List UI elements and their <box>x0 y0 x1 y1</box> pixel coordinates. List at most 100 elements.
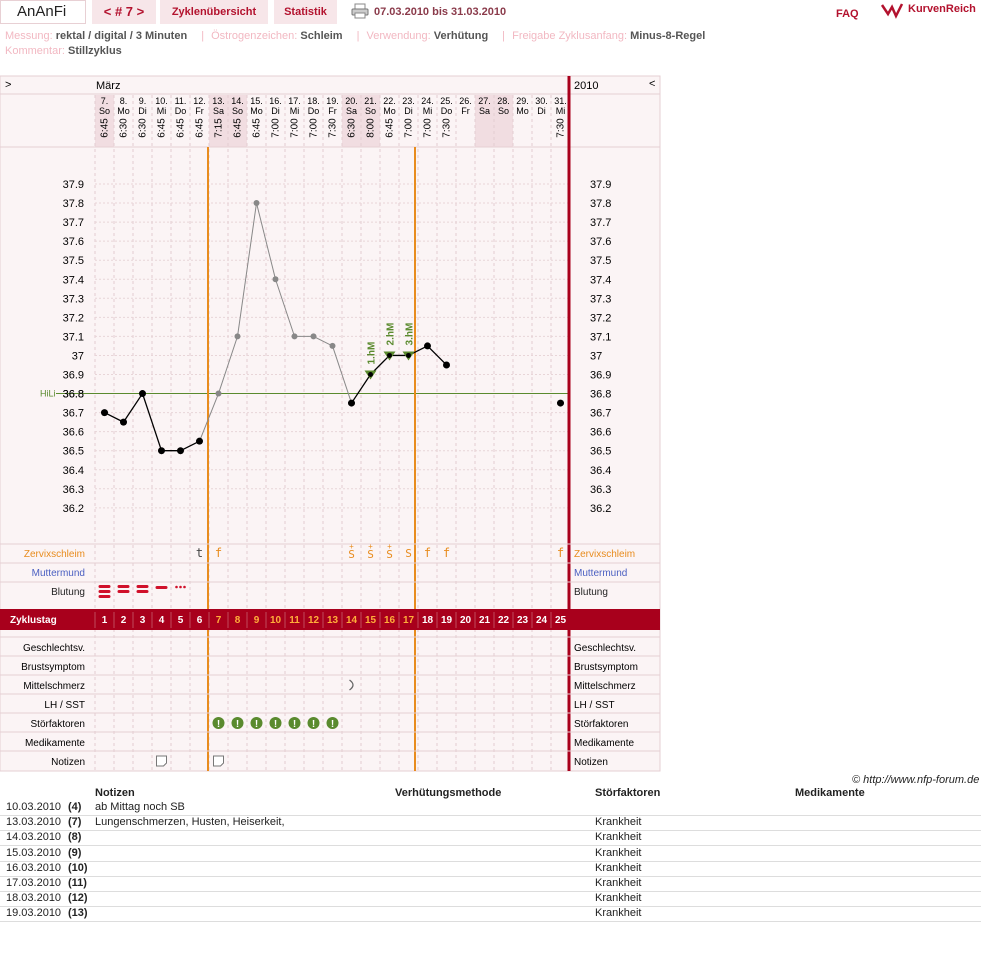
y-tick-left: 37.4 <box>63 274 84 286</box>
day-number: 27. <box>478 96 491 106</box>
notes-row: 14.03.2010 (8) Krankheit <box>0 830 981 847</box>
meta-label: Freigabe Zyklusanfang: <box>512 30 628 42</box>
cycle-day-number: 8 <box>235 615 241 626</box>
weekend-shade <box>475 95 494 147</box>
row-label-right: Medikamente <box>574 738 634 749</box>
row-label-left: Zervixschleim <box>24 549 85 560</box>
disturbance-icon <box>269 717 282 729</box>
day-number: 16. <box>269 96 282 106</box>
weekday-label: So <box>498 106 509 116</box>
cervix-symbol: f <box>215 546 222 560</box>
note-date: 17.03.2010 <box>6 877 62 889</box>
notes-row: 15.03.2010 (9) Krankheit <box>0 846 981 862</box>
temp-curve-segment <box>218 336 238 394</box>
note-disturbance: Krankheit <box>595 907 642 920</box>
row-label-right: Notizen <box>574 757 608 768</box>
cervix-symbol: f <box>443 546 450 560</box>
measure-time: 7:00 <box>404 118 415 138</box>
cycle-day-number: 23 <box>517 615 529 626</box>
note-disturbance: Krankheit <box>595 846 642 859</box>
y-tick-right: 36.4 <box>590 465 611 477</box>
weekday-label: Di <box>271 106 280 116</box>
curve-logo-icon[interactable] <box>880 2 904 20</box>
tab-cycle-overview[interactable]: Zyklenübersicht <box>160 0 268 24</box>
meta-label: Verwendung: <box>366 30 431 42</box>
notes-row: 10.03.2010 (4) ab Mittag noch SB <box>0 800 981 816</box>
cycle-day-number: 16 <box>384 615 396 626</box>
measure-time: 6:45 <box>252 118 263 138</box>
day-number: 23. <box>402 96 415 106</box>
weekday-label: Di <box>537 106 546 116</box>
bleeding-mark <box>155 586 168 589</box>
y-tick-right: 37.9 <box>590 179 611 191</box>
note-date: 16.03.2010 <box>6 861 62 874</box>
notes-header: Notizen <box>95 787 135 799</box>
cycle-day-number: 3 <box>140 615 146 626</box>
weekday-label: Fr <box>195 106 204 116</box>
nav-next-button[interactable]: < <box>649 78 655 90</box>
cervix-symbol: S <box>405 547 412 560</box>
disturbance-icon <box>307 717 320 729</box>
disturbance-icon <box>288 717 301 729</box>
row-label-right: Mittelschmerz <box>574 681 636 692</box>
nav-prev-button[interactable]: > <box>5 79 11 91</box>
cycle-day-number: 1 <box>102 615 108 626</box>
weekday-label: So <box>232 106 243 116</box>
stoerfaktoren-header: Störfaktoren <box>595 787 661 799</box>
y-tick-left: 37 <box>72 350 84 362</box>
site-name[interactable]: KurvenReich <box>908 3 976 15</box>
tab-statistics[interactable]: Statistik <box>274 0 337 24</box>
measure-time: 6:30 <box>138 118 149 138</box>
temp-point <box>443 361 450 369</box>
year-label: 2010 <box>574 80 598 92</box>
y-tick-right: 36.3 <box>590 484 611 496</box>
weekday-label: Sa <box>213 106 224 116</box>
day-number: 25. <box>440 96 453 106</box>
cycle-day-number: 14 <box>346 615 358 626</box>
temp-point <box>120 418 127 426</box>
cycle-day-number: 4 <box>159 615 165 626</box>
faq-link[interactable]: FAQ <box>836 8 859 20</box>
disturbance-icon-mark: ! <box>217 719 220 730</box>
y-tick-left: 36.6 <box>63 427 84 439</box>
note-icon[interactable] <box>156 755 167 767</box>
cycle-day-number: 21 <box>479 615 491 626</box>
row-label-right: Zervixschleim <box>574 549 635 560</box>
meta-value: Schleim <box>300 30 343 42</box>
temp-point <box>387 352 392 358</box>
note-date: 18.03.2010 <box>6 892 62 905</box>
weekday-label: Do <box>308 106 320 116</box>
temp-curve-segment <box>104 412 124 423</box>
note-date: 15.03.2010 <box>6 846 62 859</box>
note-date: 14.03.2010 <box>6 831 62 844</box>
y-tick-right: 37.7 <box>590 217 611 229</box>
cycle-nav[interactable]: < # 7 > <box>92 0 156 24</box>
measure-time: 6:45 <box>233 118 244 138</box>
y-tick-right: 37.4 <box>590 274 611 286</box>
measure-time: 6:45 <box>195 118 206 138</box>
note-icon[interactable] <box>213 755 224 767</box>
printer-icon[interactable] <box>351 3 369 19</box>
temp-curve-segment <box>350 374 372 404</box>
row-label-left: Muttermund <box>32 568 85 579</box>
row-label-left: LH / SST <box>44 700 85 711</box>
y-tick-right: 36.2 <box>590 503 611 515</box>
hm-label: 1.hM <box>367 342 378 365</box>
row-label-right: Brustsymptom <box>574 662 638 673</box>
medikamente-header: Medikamente <box>795 787 865 799</box>
day-number: 9. <box>139 96 147 106</box>
measure-time: 7:30 <box>556 118 567 138</box>
measure-time: 6:45 <box>385 118 396 138</box>
measure-time: 7:30 <box>442 118 453 138</box>
cervix-plus: + <box>368 542 373 551</box>
cycle-day-number: 2 <box>121 615 127 626</box>
measure-time: 6:30 <box>347 118 358 138</box>
weekday-label: Mi <box>423 106 433 116</box>
row-label-right: LH / SST <box>574 700 615 711</box>
cycle-day-number: 20 <box>460 615 472 626</box>
note-date: 10.03.2010 <box>6 801 62 813</box>
top-bar: AnAnFi < # 7 > Zyklenübersicht Statistik… <box>0 0 981 26</box>
weekday-label: So <box>99 106 110 116</box>
note-cycle-day: (7) <box>68 816 82 829</box>
day-number: 24. <box>421 96 434 106</box>
